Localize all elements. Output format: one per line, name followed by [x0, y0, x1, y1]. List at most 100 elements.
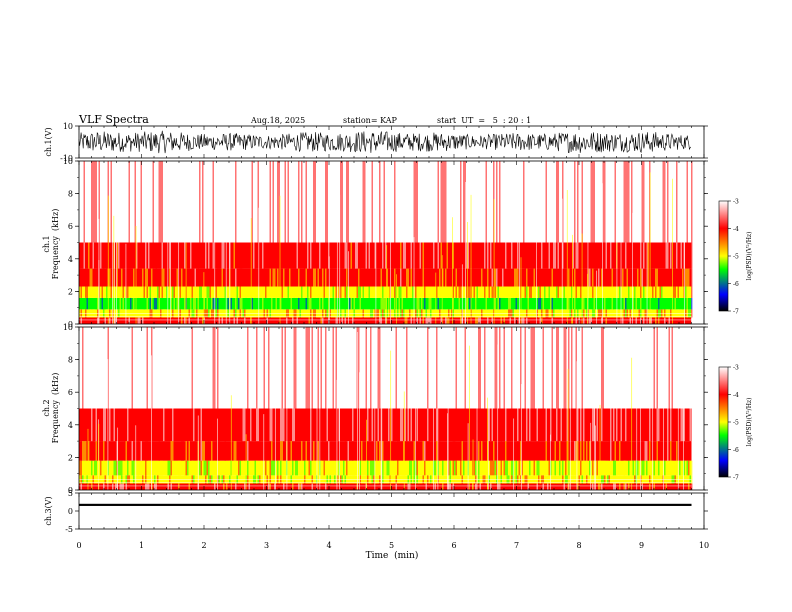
spectrogram-cell [470, 483, 472, 490]
spectrogram-cell [413, 408, 415, 442]
spectrogram-cell [527, 161, 529, 243]
spectrogram-cell [566, 441, 568, 461]
spectrogram-cell [205, 242, 207, 269]
spectrogram-cell [565, 327, 567, 409]
spectrogram-cell [127, 297, 129, 310]
spectrogram-cell [152, 408, 154, 442]
spectrogram-cell [661, 483, 663, 490]
spectrogram-cell [139, 317, 141, 324]
spectrogram-cell [610, 483, 612, 490]
spectrogram-cell [613, 441, 615, 461]
spectrogram-cell [611, 268, 613, 287]
spectrogram-cell [191, 268, 193, 287]
spectrogram-cell [548, 441, 550, 461]
spectrogram-cell [436, 441, 438, 461]
spectrogram-cell [154, 297, 156, 310]
spectrogram-cell [421, 483, 423, 490]
spectrogram-cell [407, 297, 409, 310]
spectrogram-cell [647, 327, 649, 409]
spectrogram-cell [176, 297, 178, 310]
spectrogram-cell [499, 297, 501, 310]
spectrogram-cell [329, 242, 331, 269]
spectrogram-cell [410, 408, 412, 442]
spectrogram-cell [452, 441, 454, 461]
spectrogram-cell [296, 317, 298, 324]
spectrogram-cell [257, 408, 259, 442]
colorbar-tick-label: -6 [733, 281, 739, 288]
spectrogram-cell [625, 317, 627, 324]
spectrogram-cell [493, 460, 495, 476]
spectrogram-cell [394, 297, 396, 310]
spectrogram-cell [670, 242, 672, 269]
spectrogram-cell [484, 286, 486, 298]
spectrogram-cell [523, 242, 525, 269]
spectrogram-cell [470, 408, 472, 442]
spectrogram-cell [203, 460, 205, 476]
spectrogram-cell [614, 408, 616, 442]
spectrogram-cell [95, 408, 97, 442]
spectrogram-cell [397, 441, 399, 461]
spectrogram-cell [619, 268, 621, 287]
spectrogram-cell [454, 268, 456, 287]
ch1-spectrogram-image [79, 161, 693, 324]
spectrogram-cell [571, 327, 573, 409]
spectrogram-cell [611, 317, 613, 324]
spectrogram-cell [551, 317, 553, 324]
y-tick-label: 6 [68, 222, 73, 231]
spectrogram-cell [398, 441, 400, 461]
spectrogram-cell [556, 408, 558, 442]
spectrogram-cell [410, 460, 412, 476]
spectrogram-cell [343, 460, 345, 476]
spectrogram-cell [193, 483, 195, 490]
spectrogram-cell [344, 161, 346, 243]
spectrogram-cell [256, 161, 258, 243]
spectrogram-cell [100, 242, 102, 269]
spectrogram-cell [526, 317, 528, 324]
spectrogram-cell [641, 460, 643, 476]
spectrogram-cell [670, 441, 672, 461]
spectrogram-cell [650, 268, 652, 287]
spectrogram-cell [161, 161, 163, 243]
spectrogram-cell [355, 242, 357, 269]
spectrogram-cell [301, 441, 303, 461]
spectrogram-cell [430, 297, 432, 310]
spectrogram-cell [208, 161, 210, 243]
spectrogram-cell [236, 317, 238, 324]
spectrogram-cell [475, 297, 477, 310]
spectrogram-cell [310, 483, 312, 490]
spectrogram-cell [352, 286, 354, 298]
spectrogram-cell [463, 161, 465, 243]
spectrogram-cell [404, 242, 406, 269]
spectrogram-cell [121, 460, 123, 476]
spectrogram-cell [581, 441, 583, 461]
time-tick-label: 2 [201, 541, 206, 550]
spectrogram-cell [91, 483, 93, 490]
spectrogram-cell [328, 286, 330, 298]
spectrogram-cell [224, 297, 226, 310]
spectrogram-band [79, 327, 692, 409]
spectrogram-cell [116, 161, 118, 243]
spectrogram-cell [298, 297, 300, 310]
spectrogram-cell [277, 460, 279, 476]
spectrogram-cell [299, 483, 301, 490]
spectrogram-cell [116, 408, 118, 442]
spectrogram-cell [454, 441, 456, 461]
ch1-spectrogram-ylabel-channel: ch.1 [42, 235, 51, 252]
spectrogram-cell [394, 483, 396, 490]
spectrogram-cell [488, 441, 490, 461]
spectrogram-cell [101, 286, 103, 298]
spectrogram-cell [191, 327, 193, 409]
spectrogram-cell [221, 268, 223, 287]
spectrogram-cell [596, 242, 598, 269]
spectrogram-cell [214, 460, 216, 476]
spectrogram-cell [223, 483, 225, 490]
spectrogram-cell [227, 483, 229, 490]
spectrogram-cell [368, 286, 370, 298]
spectrogram-cell [274, 327, 276, 409]
spectrogram-cell [505, 408, 507, 442]
spectrogram-cell [592, 483, 594, 490]
spectrogram-cell [412, 286, 414, 298]
spectrogram-cell [323, 297, 325, 310]
spectrogram-cell [425, 317, 427, 324]
spectrogram-cell [407, 408, 409, 442]
